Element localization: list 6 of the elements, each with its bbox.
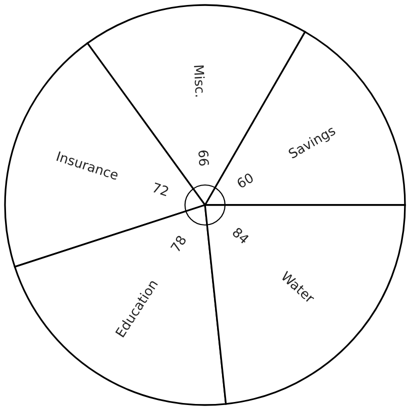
data-label: 72	[152, 182, 169, 196]
data-label: 60	[236, 172, 254, 189]
data-label: 84	[232, 226, 250, 244]
data-label: 66	[198, 150, 210, 166]
data-label: 78	[170, 234, 187, 253]
slice-label: Misc.	[194, 65, 206, 97]
